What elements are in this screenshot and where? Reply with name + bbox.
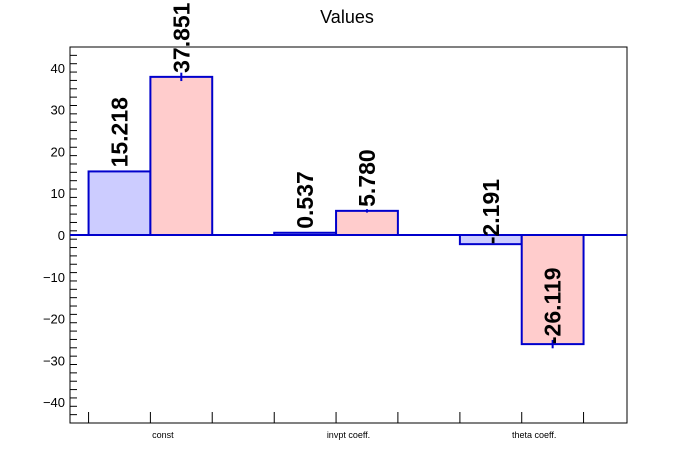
x-category-label: theta coeff.	[512, 430, 556, 440]
x-category-label: invpt coeff.	[327, 430, 370, 440]
data-label: -2.191	[478, 179, 504, 244]
bar	[335, 209, 399, 237]
y-tick-label: −30	[43, 353, 65, 368]
y-tick-label: 30	[51, 103, 65, 118]
y-tick-label: 10	[51, 186, 65, 201]
bar	[87, 170, 152, 236]
y-axis: −40 −30 −20 −10 0 10 20 30 40	[43, 46, 77, 424]
chart-title: Values	[320, 7, 374, 27]
data-label: 37.851	[168, 2, 194, 73]
data-labels: 15.218 0.537 -2.191 37.851 5.780 -26.119	[106, 2, 565, 344]
bars	[87, 72, 585, 349]
y-tick-label: −10	[43, 270, 65, 285]
data-label: 0.537	[292, 171, 318, 229]
y-tick-label: −40	[43, 395, 65, 410]
y-tick-label: 0	[58, 228, 65, 243]
y-tick-label: −20	[43, 312, 65, 327]
y-tick-label: 20	[51, 144, 65, 159]
y-tick-label: 40	[51, 61, 65, 76]
data-label: -26.119	[540, 267, 566, 344]
x-category-label: const	[152, 430, 174, 440]
data-label: 5.780	[354, 149, 380, 207]
data-label: 15.218	[106, 97, 132, 168]
x-axis: const invpt coeff. theta coeff.	[88, 412, 585, 440]
bar	[149, 75, 214, 237]
